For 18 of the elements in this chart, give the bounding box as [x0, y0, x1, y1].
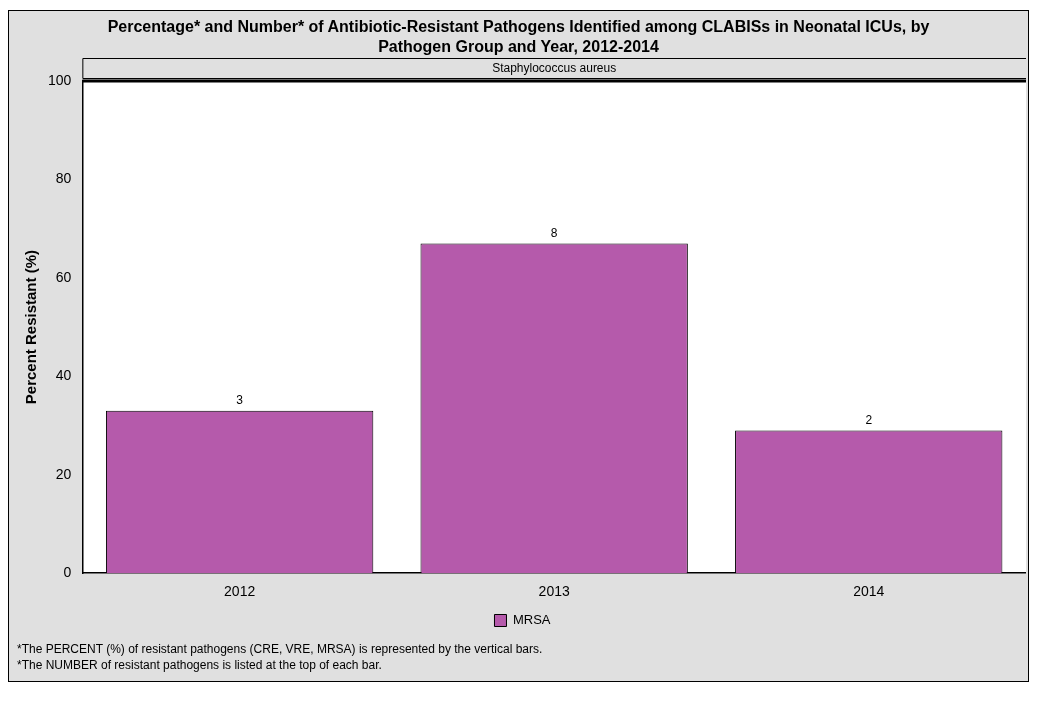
- annotation: 2: [865, 412, 873, 427]
- y-tick-label: 40: [55, 367, 72, 384]
- y-tick-label: 60: [55, 268, 72, 285]
- y-tick-label: 100: [48, 71, 72, 88]
- annotation: 8: [550, 225, 558, 240]
- y-tick-label: 80: [55, 170, 72, 187]
- y-tick-label: 0: [63, 564, 72, 581]
- legend-label: MRSA: [512, 612, 551, 628]
- chart-title: Percentage* and Number* of Antibiotic-Resistant Pathogens Identified among CLABISs in Neonatal ICUs, by Pathogen Group and Year, 2012-2014: [106, 17, 931, 57]
- x-tick-label: 2012: [224, 583, 256, 600]
- text: Staphylococcus aureus: [492, 61, 617, 76]
- x-tick-label: 2013: [538, 583, 570, 600]
- text: *The NUMBER of resistant pathogens is listed at the top of each bar.: [17, 657, 383, 673]
- x-tick-label: 2014: [853, 583, 885, 600]
- text: *The PERCENT (%) of resistant pathogens (CRE, VRE, MRSA) is represented by the vertical bars.: [17, 641, 544, 657]
- annotation: 3: [236, 393, 244, 408]
- y-axis-title: Percent Resistant (%): [22, 249, 40, 405]
- y-tick-label: 20: [55, 465, 72, 482]
